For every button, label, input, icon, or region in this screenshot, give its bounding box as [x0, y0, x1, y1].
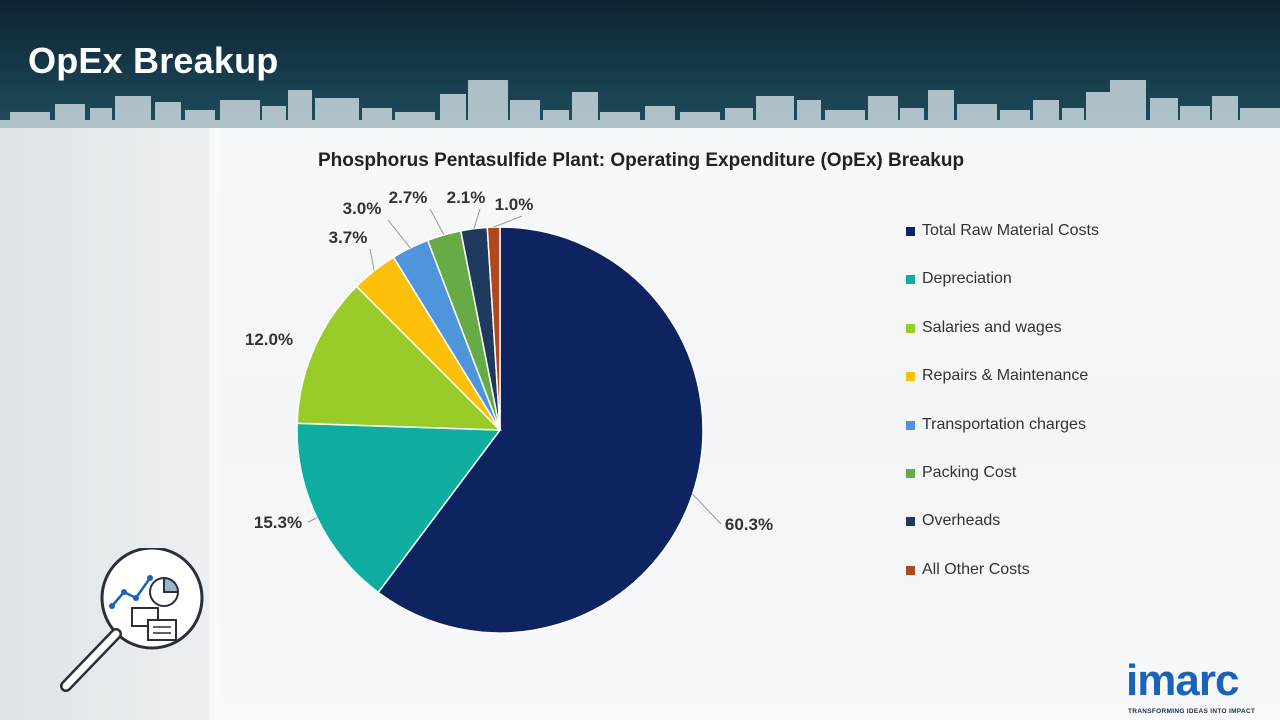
- magnifier-analytics-icon: [60, 548, 204, 692]
- leader-line-4: [369, 248, 375, 271]
- legend-swatch: [906, 517, 915, 527]
- legend-item: Overheads: [906, 510, 1099, 558]
- pie-slice-1: [377, 226, 704, 634]
- chart-title: Phosphorus Pentasulfide Plant: Operating…: [0, 150, 1280, 172]
- legend-label: Overheads: [922, 512, 1001, 530]
- legend-item: All Other Costs: [906, 559, 1099, 607]
- legend-label: Transportation charges: [922, 415, 1086, 433]
- header-banner: OpEx Breakup: [0, 0, 1280, 128]
- legend-item: Total Raw Material Costs: [906, 220, 1099, 268]
- data-label-4: 3.7%: [329, 228, 368, 247]
- leader-line-6: [429, 208, 445, 236]
- legend-item: Depreciation: [906, 268, 1099, 316]
- data-label-7: 2.1%: [447, 188, 486, 207]
- legend-swatch: [906, 227, 915, 236]
- imarc-logo: imarc TRANSFORMING IDEAS INTO IMPACT: [1124, 656, 1274, 716]
- pie-slice-3: [296, 285, 502, 431]
- legend-swatch: [906, 468, 915, 478]
- legend-swatch: [906, 565, 915, 575]
- legend-label: Salaries and wages: [922, 318, 1062, 336]
- data-label-6: 2.7%: [389, 188, 428, 207]
- leader-line-7: [473, 208, 481, 229]
- leader-line-2: [307, 517, 318, 523]
- logo-wordmark: imarc: [1126, 656, 1239, 705]
- leader-line-5: [387, 219, 411, 249]
- legend-swatch: [906, 323, 915, 333]
- legend-swatch: [906, 372, 915, 382]
- city-skyline-graphic: [0, 80, 1280, 128]
- chart-title-text: Phosphorus Pentasulfide Plant: Operating…: [317, 150, 965, 171]
- legend-item: Salaries and wages: [906, 317, 1099, 365]
- data-label-3: 12.0%: [245, 330, 293, 349]
- page-title: OpEx Breakup: [28, 40, 279, 81]
- legend-item: Packing Cost: [906, 462, 1099, 510]
- legend-item: Transportation charges: [906, 414, 1099, 462]
- chart-legend: Total Raw Material Costs Depreciation Sala…: [906, 220, 1099, 607]
- logo-tagline: TRANSFORMING IDEAS INTO IMPACT: [1128, 708, 1256, 715]
- legend-swatch: [906, 275, 915, 285]
- legend-label: Depreciation: [922, 270, 1012, 288]
- legend-swatch: [906, 420, 915, 430]
- legend-label: Repairs & Maintenance: [922, 367, 1089, 385]
- leader-line-8: [493, 215, 523, 228]
- data-label-1: 60.3%: [725, 515, 773, 534]
- data-label-5: 3.0%: [343, 199, 382, 218]
- pie-slice-2: [296, 422, 502, 594]
- legend-item: Repairs & Maintenance: [906, 365, 1099, 413]
- data-label-8: 1.0%: [495, 195, 534, 214]
- leader-line-1: [692, 493, 722, 525]
- pie-slice-8: [486, 226, 501, 431]
- legend-label: Total Raw Material Costs: [922, 222, 1099, 239]
- data-label-2: 15.3%: [254, 513, 302, 532]
- legend-label: Packing Cost: [922, 463, 1017, 481]
- legend-label: All Other Costs: [922, 560, 1030, 578]
